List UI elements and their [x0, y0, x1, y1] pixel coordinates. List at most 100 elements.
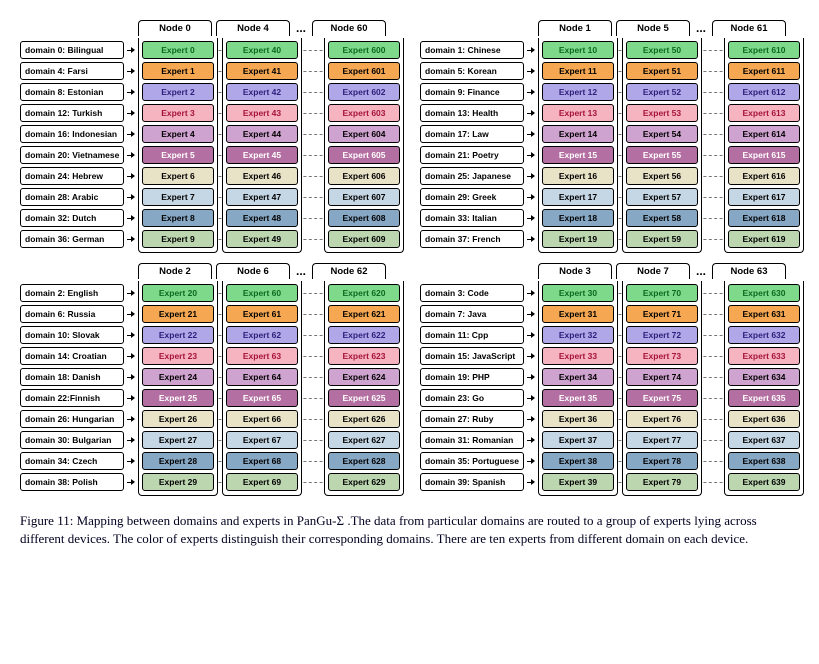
expert-box: Expert 52: [626, 83, 698, 101]
expert-box: Expert 32: [542, 326, 614, 344]
expert-box: Expert 31: [542, 305, 614, 323]
expert-box: Expert 612: [728, 83, 800, 101]
figure-11: Node 0Node 4...Node 60 domain 0: Bilingua…: [20, 20, 799, 548]
domain-label: domain 38: Polish: [20, 473, 124, 491]
domain-column: domain 3: Codedomain 7: Javadomain 11: C…: [420, 281, 524, 496]
node-header-row: Node 1Node 5...Node 61: [420, 20, 806, 36]
domain-label: domain 3: Code: [420, 284, 524, 302]
domain-label: domain 4: Farsi: [20, 62, 124, 80]
node-body-row: domain 0: Bilingualdomain 4: Farsidomain…: [20, 38, 406, 253]
expert-box: Expert 45: [226, 146, 298, 164]
expert-box: Expert 9: [142, 230, 214, 248]
expert-box: Expert 25: [142, 389, 214, 407]
expert-column: Expert 10Expert 11Expert 12Expert 13Expe…: [538, 38, 618, 253]
expert-box: Expert 604: [328, 125, 400, 143]
expert-box: Expert 624: [328, 368, 400, 386]
node-header: Node 6: [216, 263, 290, 279]
expert-box: Expert 19: [542, 230, 614, 248]
expert-box: Expert 12: [542, 83, 614, 101]
expert-box: Expert 611: [728, 62, 800, 80]
expert-box: Expert 1: [142, 62, 214, 80]
expert-box: Expert 614: [728, 125, 800, 143]
expert-box: Expert 68: [226, 452, 298, 470]
expert-box: Expert 2: [142, 83, 214, 101]
expert-box: Expert 65: [226, 389, 298, 407]
expert-box: Expert 75: [626, 389, 698, 407]
domain-label: domain 10: Slovak: [20, 326, 124, 344]
expert-box: Expert 6: [142, 167, 214, 185]
expert-box: Expert 24: [142, 368, 214, 386]
expert-box: Expert 5: [142, 146, 214, 164]
expert-box: Expert 79: [626, 473, 698, 491]
expert-box: Expert 603: [328, 104, 400, 122]
expert-box: Expert 49: [226, 230, 298, 248]
node-header: Node 61: [712, 20, 786, 36]
domain-label: domain 32: Dutch: [20, 209, 124, 227]
expert-box: Expert 71: [626, 305, 698, 323]
expert-box: Expert 609: [328, 230, 400, 248]
expert-column: Expert 70Expert 71Expert 72Expert 73Expe…: [622, 281, 702, 496]
expert-box: Expert 607: [328, 188, 400, 206]
expert-box: Expert 47: [226, 188, 298, 206]
expert-box: Expert 606: [328, 167, 400, 185]
expert-box: Expert 16: [542, 167, 614, 185]
node-body-row: domain 3: Codedomain 7: Javadomain 11: C…: [420, 281, 806, 496]
expert-box: Expert 4: [142, 125, 214, 143]
domain-label: domain 30: Bulgarian: [20, 431, 124, 449]
domain-label: domain 37: French: [420, 230, 524, 248]
node-header-row: Node 0Node 4...Node 60: [20, 20, 406, 36]
expert-box: Expert 35: [542, 389, 614, 407]
expert-column: Expert 600Expert 601Expert 602Expert 603…: [324, 38, 404, 253]
ellipsis-icon: [704, 281, 722, 496]
expert-box: Expert 77: [626, 431, 698, 449]
node-body-row: domain 1: Chinesedomain 5: Koreandomain …: [420, 38, 806, 253]
expert-box: Expert 28: [142, 452, 214, 470]
expert-box: Expert 22: [142, 326, 214, 344]
node-header: Node 4: [216, 20, 290, 36]
expert-column: Expert 0Expert 1Expert 2Expert 3Expert 4…: [138, 38, 218, 253]
expert-box: Expert 625: [328, 389, 400, 407]
expert-box: Expert 23: [142, 347, 214, 365]
expert-box: Expert 41: [226, 62, 298, 80]
expert-box: Expert 0: [142, 41, 214, 59]
expert-box: Expert 622: [328, 326, 400, 344]
domain-label: domain 12: Turkish: [20, 104, 124, 122]
domain-label: domain 6: Russia: [20, 305, 124, 323]
expert-box: Expert 73: [626, 347, 698, 365]
expert-box: Expert 621: [328, 305, 400, 323]
node-header: Node 3: [538, 263, 612, 279]
domain-label: domain 33: Italian: [420, 209, 524, 227]
expert-box: Expert 26: [142, 410, 214, 428]
expert-column: Expert 620Expert 621Expert 622Expert 623…: [324, 281, 404, 496]
expert-column: Expert 50Expert 51Expert 52Expert 53Expe…: [622, 38, 702, 253]
domain-label: domain 35: Portuguese: [420, 452, 524, 470]
node-header: Node 62: [312, 263, 386, 279]
domain-column: domain 2: Englishdomain 6: Russiadomain …: [20, 281, 124, 496]
expert-box: Expert 627: [328, 431, 400, 449]
ellipsis-icon: [704, 38, 722, 253]
expert-box: Expert 46: [226, 167, 298, 185]
expert-box: Expert 637: [728, 431, 800, 449]
expert-box: Expert 60: [226, 284, 298, 302]
expert-box: Expert 11: [542, 62, 614, 80]
expert-box: Expert 58: [626, 209, 698, 227]
domain-label: domain 19: PHP: [420, 368, 524, 386]
expert-box: Expert 634: [728, 368, 800, 386]
expert-box: Expert 27: [142, 431, 214, 449]
domain-label: domain 17: Law: [420, 125, 524, 143]
expert-box: Expert 7: [142, 188, 214, 206]
expert-box: Expert 636: [728, 410, 800, 428]
domain-label: domain 29: Greek: [420, 188, 524, 206]
domain-label: domain 14: Croatian: [20, 347, 124, 365]
expert-box: Expert 21: [142, 305, 214, 323]
expert-box: Expert 70: [626, 284, 698, 302]
expert-box: Expert 632: [728, 326, 800, 344]
expert-box: Expert 18: [542, 209, 614, 227]
expert-box: Expert 67: [226, 431, 298, 449]
expert-box: Expert 76: [626, 410, 698, 428]
expert-box: Expert 628: [328, 452, 400, 470]
node-header: Node 63: [712, 263, 786, 279]
expert-box: Expert 36: [542, 410, 614, 428]
expert-column: Expert 40Expert 41Expert 42Expert 43Expe…: [222, 38, 302, 253]
domain-column: domain 0: Bilingualdomain 4: Farsidomain…: [20, 38, 124, 253]
